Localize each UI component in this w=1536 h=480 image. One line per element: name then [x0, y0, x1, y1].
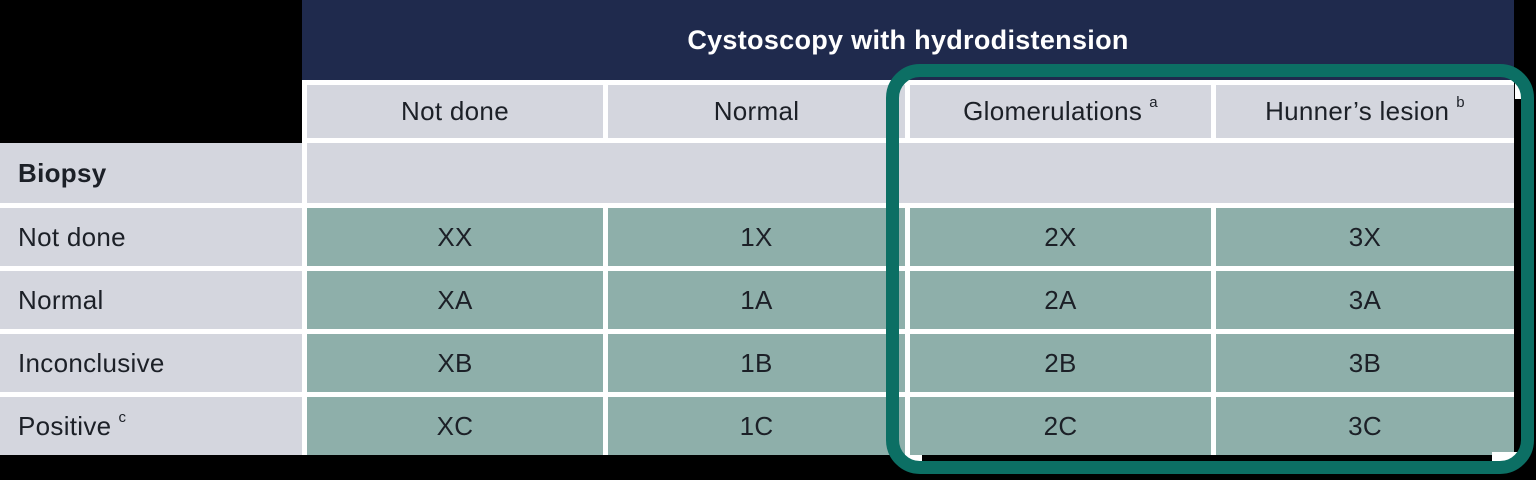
row-label-inconclusive: Inconclusive: [0, 334, 302, 392]
column-header-label: Glomerulations: [963, 96, 1143, 126]
row-axis-header-biopsy: Biopsy: [0, 143, 302, 203]
cell-r3-c0: XC: [307, 397, 603, 455]
row-label-not-done: Not done: [0, 208, 302, 266]
cell-r0-c3: 3X: [1216, 208, 1514, 266]
cell-r1-c3: 3A: [1216, 271, 1514, 329]
table-title: Cystoscopy with hydrodistension: [687, 24, 1129, 55]
column-header-not-done: Not done: [307, 85, 603, 138]
row-label-text: Inconclusive: [18, 347, 165, 378]
highlight-corner-fill-bottom-left: [903, 455, 922, 472]
cell-r3-c1: 1C: [608, 397, 905, 455]
cell-r0-c0: XX: [307, 208, 603, 266]
transparent-corner-mask: [0, 0, 302, 143]
cell-r2-c2: 2B: [910, 334, 1211, 392]
row-label-normal: Normal: [0, 271, 302, 329]
cell-r0-c2: 2X: [910, 208, 1211, 266]
column-header-label: Not done: [401, 96, 509, 126]
cell-r0-c1: 1X: [608, 208, 905, 266]
row-axis-label: Biopsy: [18, 157, 107, 188]
row-label-text: Not done: [18, 221, 126, 252]
cell-r1-c1: 1A: [608, 271, 905, 329]
cell-r2-c1: 1B: [608, 334, 905, 392]
row-label-positive: Positive c: [0, 397, 302, 455]
row-label-text: Normal: [18, 284, 104, 315]
cell-r2-c0: XB: [307, 334, 603, 392]
table-title-band: Cystoscopy with hydrodistension: [302, 0, 1514, 80]
cell-r2-c3: 3B: [1216, 334, 1514, 392]
column-header-label: Normal: [713, 96, 800, 126]
footnote-marker-a: a: [1149, 94, 1158, 111]
row-label-text: Positive: [18, 410, 112, 441]
cell-r3-c2: 2C: [910, 397, 1211, 455]
cell-r3-c3: 3C: [1216, 397, 1514, 455]
column-header-label: Hunner’s lesion: [1265, 96, 1450, 126]
highlight-corner-fill-bottom-right: [1492, 452, 1521, 463]
column-header-normal: Normal: [608, 85, 905, 138]
column-header-hunners-lesion: Hunner’s lesion b: [1216, 85, 1514, 138]
cell-r1-c2: 2A: [910, 271, 1211, 329]
footnote-marker-c: c: [118, 408, 127, 426]
cell-r1-c0: XA: [307, 271, 603, 329]
footnote-marker-b: b: [1456, 94, 1465, 111]
biopsy-row-spacer-band: [307, 143, 1514, 203]
column-header-glomerulations: Glomerulations a: [910, 85, 1211, 138]
highlight-corner-fill-top-right: [1515, 83, 1528, 99]
